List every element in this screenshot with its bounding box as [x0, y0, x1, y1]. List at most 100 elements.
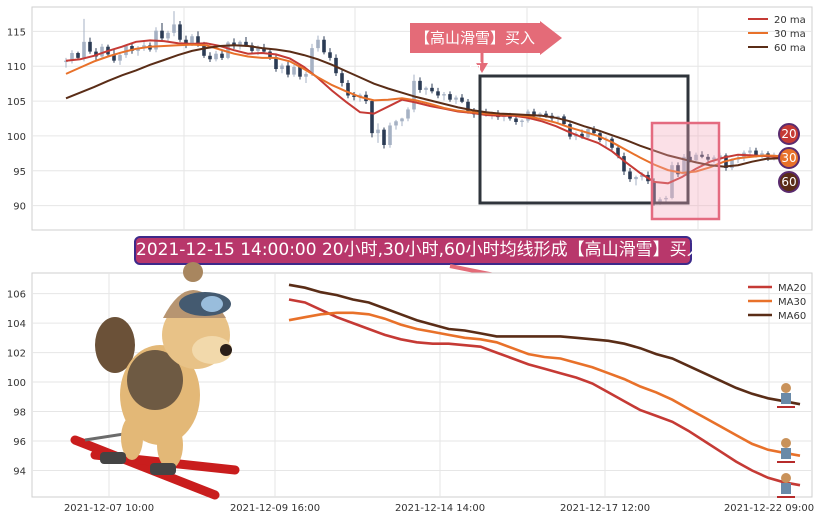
candle-body — [262, 47, 266, 52]
candle-body — [88, 41, 92, 52]
y-tick-label: 104 — [7, 319, 26, 330]
y-tick-label: 100 — [7, 378, 26, 389]
legend-top: 20 ma 30 ma 60 ma — [748, 15, 806, 54]
legend-bottom: MA20 MA30 MA60 — [748, 283, 806, 322]
candle-body — [442, 94, 446, 96]
ma-line-MA30 — [288, 311, 801, 457]
candle-body — [754, 150, 758, 156]
y-axis-top: 90 95 100 105 110 115 — [7, 27, 26, 212]
candle-body — [322, 39, 326, 53]
y-axis-bottom: 94 96 98 100 102 104 106 — [7, 290, 26, 478]
candle-body — [700, 154, 704, 157]
candle-body — [70, 52, 74, 61]
candle-body — [712, 157, 716, 160]
buy-point-callout: 【高山滑雪】买入点 — [410, 23, 540, 77]
y-tick-label: 96 — [13, 437, 26, 448]
x-tick-label: 2021-12-17 12:00 — [560, 503, 650, 514]
candle-body — [418, 80, 422, 90]
x-tick-label: 2021-12-09 16:00 — [230, 503, 320, 514]
candle-body — [202, 44, 206, 56]
candle-body — [184, 39, 188, 45]
candle-body — [346, 82, 350, 96]
y-tick-label: 115 — [7, 27, 26, 38]
candle-body — [460, 97, 464, 102]
candle-body — [76, 52, 80, 58]
candle-body — [706, 156, 710, 160]
ma-line-MA60 — [288, 283, 801, 406]
y-tick-label: 106 — [7, 290, 26, 301]
buy-point-banner: 2021-12-15 14:00:00 20小时,30小时,60小时均线形成【高… — [134, 236, 721, 265]
candle-body — [388, 125, 392, 145]
y-tick-label: 102 — [7, 349, 26, 360]
candle-body — [196, 36, 200, 45]
candle-body — [664, 197, 668, 200]
y-tick-label: 95 — [13, 167, 26, 178]
y-tick-label: 98 — [13, 408, 26, 419]
candle-body — [406, 109, 410, 119]
candle-body — [370, 101, 374, 134]
candle-body — [316, 39, 320, 49]
y-tick-label: 94 — [13, 466, 26, 477]
legend-label: 60 ma — [774, 43, 806, 54]
candle-body — [190, 36, 194, 45]
candle-body — [514, 118, 518, 122]
candle-body — [232, 42, 236, 47]
callout-arrowhead — [476, 63, 488, 73]
candle-body — [166, 32, 170, 39]
candle-body — [580, 133, 584, 138]
candle-body — [466, 101, 470, 111]
candle-body — [730, 159, 734, 168]
x-tick-label: 2021-12-07 10:00 — [64, 503, 154, 514]
ma-line-MA20 — [288, 298, 801, 487]
ma-lines-bottom — [288, 283, 801, 487]
candle-body — [634, 177, 638, 180]
candle-body — [694, 154, 698, 161]
legend-label: 30 ma — [774, 29, 806, 40]
ma-line-60-ma — [65, 44, 781, 168]
candle-body — [82, 41, 86, 58]
candle-body — [436, 91, 440, 96]
candle-body — [454, 97, 458, 100]
ma-line-30-ma — [65, 43, 781, 174]
candle-body — [352, 95, 356, 97]
candle-body — [652, 181, 656, 203]
candle-body — [508, 115, 512, 119]
legend-label: 20 ma — [774, 15, 806, 26]
candle-body — [208, 55, 212, 60]
candle-body — [376, 129, 380, 134]
candle-body — [412, 80, 416, 110]
candle-body — [226, 42, 230, 58]
candle-body — [310, 48, 314, 74]
candle-body — [448, 94, 452, 100]
mini-skier-icon — [777, 473, 795, 498]
candle-body — [340, 73, 344, 83]
ma-line-20-ma — [65, 39, 781, 185]
candle-body — [112, 54, 116, 61]
candle-body — [238, 41, 242, 47]
y-tick-label: 100 — [7, 132, 26, 143]
candle-body — [100, 46, 104, 57]
candle-body — [688, 156, 692, 161]
candle-body — [658, 199, 662, 203]
legend-label: MA60 — [778, 311, 806, 322]
y-tick-label: 105 — [7, 97, 26, 108]
candle-body — [214, 53, 218, 60]
candle-body — [160, 30, 164, 39]
candle-body — [400, 118, 404, 122]
candle-body — [244, 41, 248, 46]
x-tick-label: 2021-12-14 14:00 — [395, 503, 485, 514]
grid-bottom — [32, 273, 812, 497]
candle-body — [280, 65, 284, 70]
candle-body — [424, 87, 428, 90]
candle-body — [682, 156, 686, 175]
candle-body — [676, 165, 680, 175]
candle-body — [220, 53, 224, 58]
candle-body — [130, 46, 134, 51]
x-tick-label: 2021-12-22 09:00 — [724, 503, 814, 514]
candle-body — [430, 87, 434, 92]
candle-body — [256, 47, 260, 51]
ma30-badge: 30 — [778, 147, 800, 169]
candle-body — [94, 51, 98, 57]
candle-body — [748, 150, 752, 153]
